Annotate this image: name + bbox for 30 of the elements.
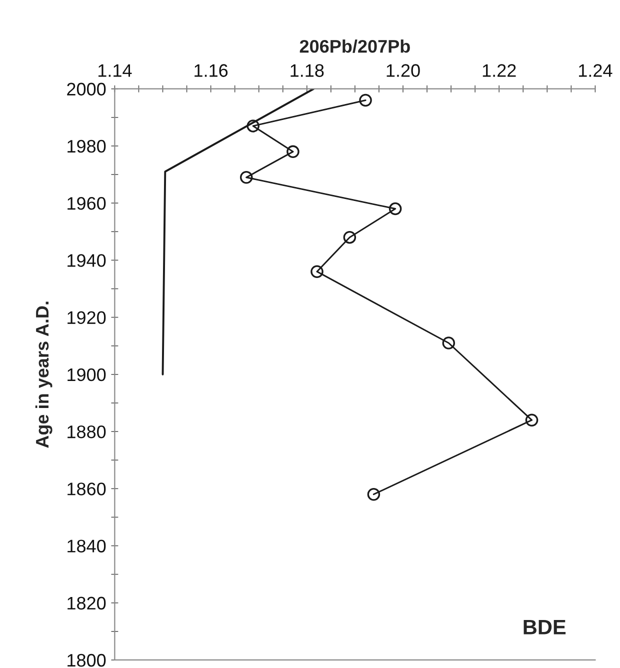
x-tick-label: 1.22	[482, 64, 516, 77]
y-tick-label: 1980	[68, 140, 106, 153]
y-tick-label: 1820	[68, 596, 106, 610]
x-tick-label: 1.20	[386, 64, 420, 77]
y-axis-title: Age in years A.D.	[35, 302, 52, 448]
y-tick-label: 1960	[68, 197, 106, 210]
point	[367, 488, 380, 501]
x-axis-title: 206Pb/207Pb	[300, 39, 410, 53]
point	[310, 265, 324, 278]
y-tick-label: 1900	[68, 368, 106, 382]
point	[343, 230, 356, 244]
x-tick-label: 1.14	[98, 64, 132, 77]
point	[388, 202, 402, 216]
y-tick-label: 1920	[68, 311, 106, 324]
annotation: BDE	[524, 620, 566, 634]
x-tick-label: 1.24	[579, 64, 612, 77]
point	[442, 336, 456, 350]
point	[240, 170, 253, 184]
y-tick-label: 1940	[68, 254, 106, 267]
x-tick-label: 1.18	[290, 64, 324, 77]
y-tick-label: 1880	[68, 425, 106, 438]
y-tick-label: 2000	[67, 82, 106, 96]
point	[359, 94, 372, 107]
y-tick-label: 1800	[68, 654, 106, 667]
x-tick-label: 1.16	[194, 64, 228, 77]
y-tick-label: 1840	[68, 540, 106, 552]
point	[525, 414, 538, 426]
point	[246, 120, 260, 132]
y-tick-label: 1860	[68, 482, 106, 496]
point	[286, 145, 300, 158]
